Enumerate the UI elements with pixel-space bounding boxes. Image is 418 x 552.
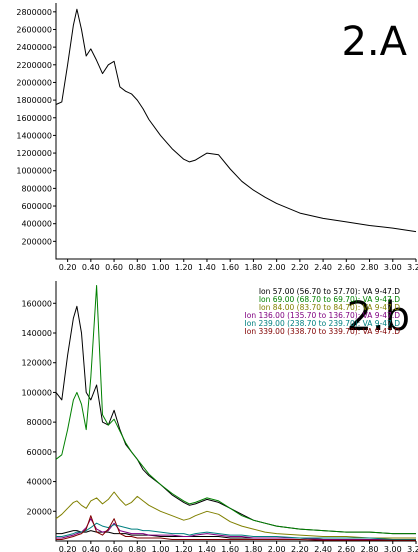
panel-a-x-tick-label: 0.40 (82, 263, 100, 272)
panel-a-y-tick-label: 1400000 (16, 131, 52, 140)
panel-a-x-tick-label: 2.20 (291, 263, 309, 272)
panel-b-legend-entry: Ion 339.00 (338.70 to 339.70): VA 9-47.D (245, 327, 401, 336)
panel-b-x-tick-label: 0.60 (105, 545, 123, 552)
panel-b-x-tick-label: 0.80 (128, 545, 146, 552)
panel-a-x-tick-label: 2.80 (361, 263, 379, 272)
panel-a-x-tick-label: 1.60 (221, 263, 239, 272)
panel-a-label: 2.A (341, 19, 407, 65)
panel-a-x-tick-label: 2.60 (337, 263, 355, 272)
panel-a-y-tick-label: 1000000 (16, 167, 52, 176)
panel-b-y-tick-label: 140000 (21, 329, 52, 338)
panel-b-x-tick-label: 3.00 (384, 545, 402, 552)
panel-b-legend-entry: Ion 69.00 (68.70 to 69.70): VA 9-47.D (259, 295, 400, 304)
panel-a-y-tick-label: 800000 (21, 184, 52, 193)
panel-b-x-tick-label: 2.40 (314, 545, 332, 552)
panel-a-x-tick-label: 0.80 (128, 263, 146, 272)
panel-b-x-tick-label: 0.40 (82, 545, 100, 552)
panel-a-y-tick-label: 2000000 (16, 78, 52, 87)
panel-b-series-line-5 (56, 522, 416, 540)
panel-b-legend-entry: Ion 136.00 (135.70 to 136.70): VA 9-47.D (245, 311, 401, 320)
panel-a-axes (55, 3, 416, 260)
panel-b-y-tick-label: 120000 (21, 359, 52, 368)
panel-a-x-tick-label: 1.80 (245, 263, 263, 272)
panel-a-x-tick-label: 2.00 (268, 263, 286, 272)
panel-a-y-tick-label: 200000 (21, 237, 52, 246)
panel-a-x-tick-label: 2.40 (314, 263, 332, 272)
panel-b-y-tick-label: 80000 (27, 418, 52, 427)
panel-b-x-tick-label: 1.20 (175, 545, 193, 552)
panel-b-y-tick-label: 160000 (21, 299, 52, 308)
panel-b-x-tick-label: 2.20 (291, 545, 309, 552)
panel-b-series-line-3 (55, 491, 416, 539)
panel-a-x-tick-label: 1.20 (175, 263, 193, 272)
panel-a-x-tick-label: 3.20 (407, 263, 418, 272)
panel-a-y-tick-label: 1800000 (16, 96, 52, 105)
panel-b-x-tick-label: 3.20 (407, 545, 418, 552)
panel-b-y-tick-label: 60000 (27, 448, 52, 457)
panel-b-x-tick-label: 1.60 (221, 545, 239, 552)
panel-a-y-tick-label: 2400000 (16, 43, 52, 52)
panel-a-y-tick-label: 2200000 (16, 61, 52, 70)
panel-b-x-tick-label: 1.40 (198, 545, 216, 552)
panel-b-x-tick-label: 1.80 (245, 545, 263, 552)
panel-b-series-line-2 (55, 285, 416, 535)
panel-a-y-tick-label: 2800000 (16, 8, 52, 17)
panel-b-legend-entry: Ion 84.00 (83.70 to 84.70): VA 9-47.D (259, 303, 400, 312)
panel-b-series-line-0 (55, 305, 416, 535)
panel-b-series-line-4 (56, 518, 416, 540)
panel-b-x-tick-label: 0.20 (59, 545, 77, 552)
panel-a-x-tick-label: 1.00 (152, 263, 170, 272)
panel-b-x-tick-label: 2.60 (337, 545, 355, 552)
panel-b-x-tick-label: 2.00 (268, 545, 286, 552)
panel-b-x-tick-label: 1.00 (152, 545, 170, 552)
panel-a-y-tick-label: 1200000 (16, 149, 52, 158)
panel-b-series-line-6 (56, 515, 416, 541)
panel-a-y-tick-label: 400000 (21, 220, 52, 229)
panel-b-x-tick-label: 2.80 (361, 545, 379, 552)
panel-a-x-tick-label: 0.20 (59, 263, 77, 272)
panel-a-y-tick-label: 600000 (21, 202, 52, 211)
panel-a-x-tick-label: 3.00 (384, 263, 402, 272)
panel-b-y-tick-label: 40000 (27, 478, 52, 487)
panel-a: 2.A 200000 400000 600000 800000 1000000 12000… (16, 3, 418, 272)
panel-b-axes (55, 281, 416, 542)
panel-b-label: 2.b (346, 294, 410, 340)
panel-b-legend-entry: Ion 57.00 (56.70 to 57.70): VA 9-47.D (259, 287, 400, 296)
panel-a-x-tick-label: 1.40 (198, 263, 216, 272)
panel-a-y-tick-label: 1600000 (16, 114, 52, 123)
panel-b-y-tick-label: 100000 (21, 388, 52, 397)
panel-a-y-tick-label: 2600000 (16, 25, 52, 34)
panel-a-series-line-0 (55, 8, 417, 233)
panel-b-y-tick-label: 20000 (27, 507, 52, 516)
panel-b: 2.b 20000 40000 60000 80000 100000 120000 1400… (21, 281, 418, 552)
panel-b-legend-entry: Ion 239.00 (238.70 to 239.70): VA 9-47.D (245, 319, 401, 328)
panel-a-x-tick-label: 0.60 (105, 263, 123, 272)
